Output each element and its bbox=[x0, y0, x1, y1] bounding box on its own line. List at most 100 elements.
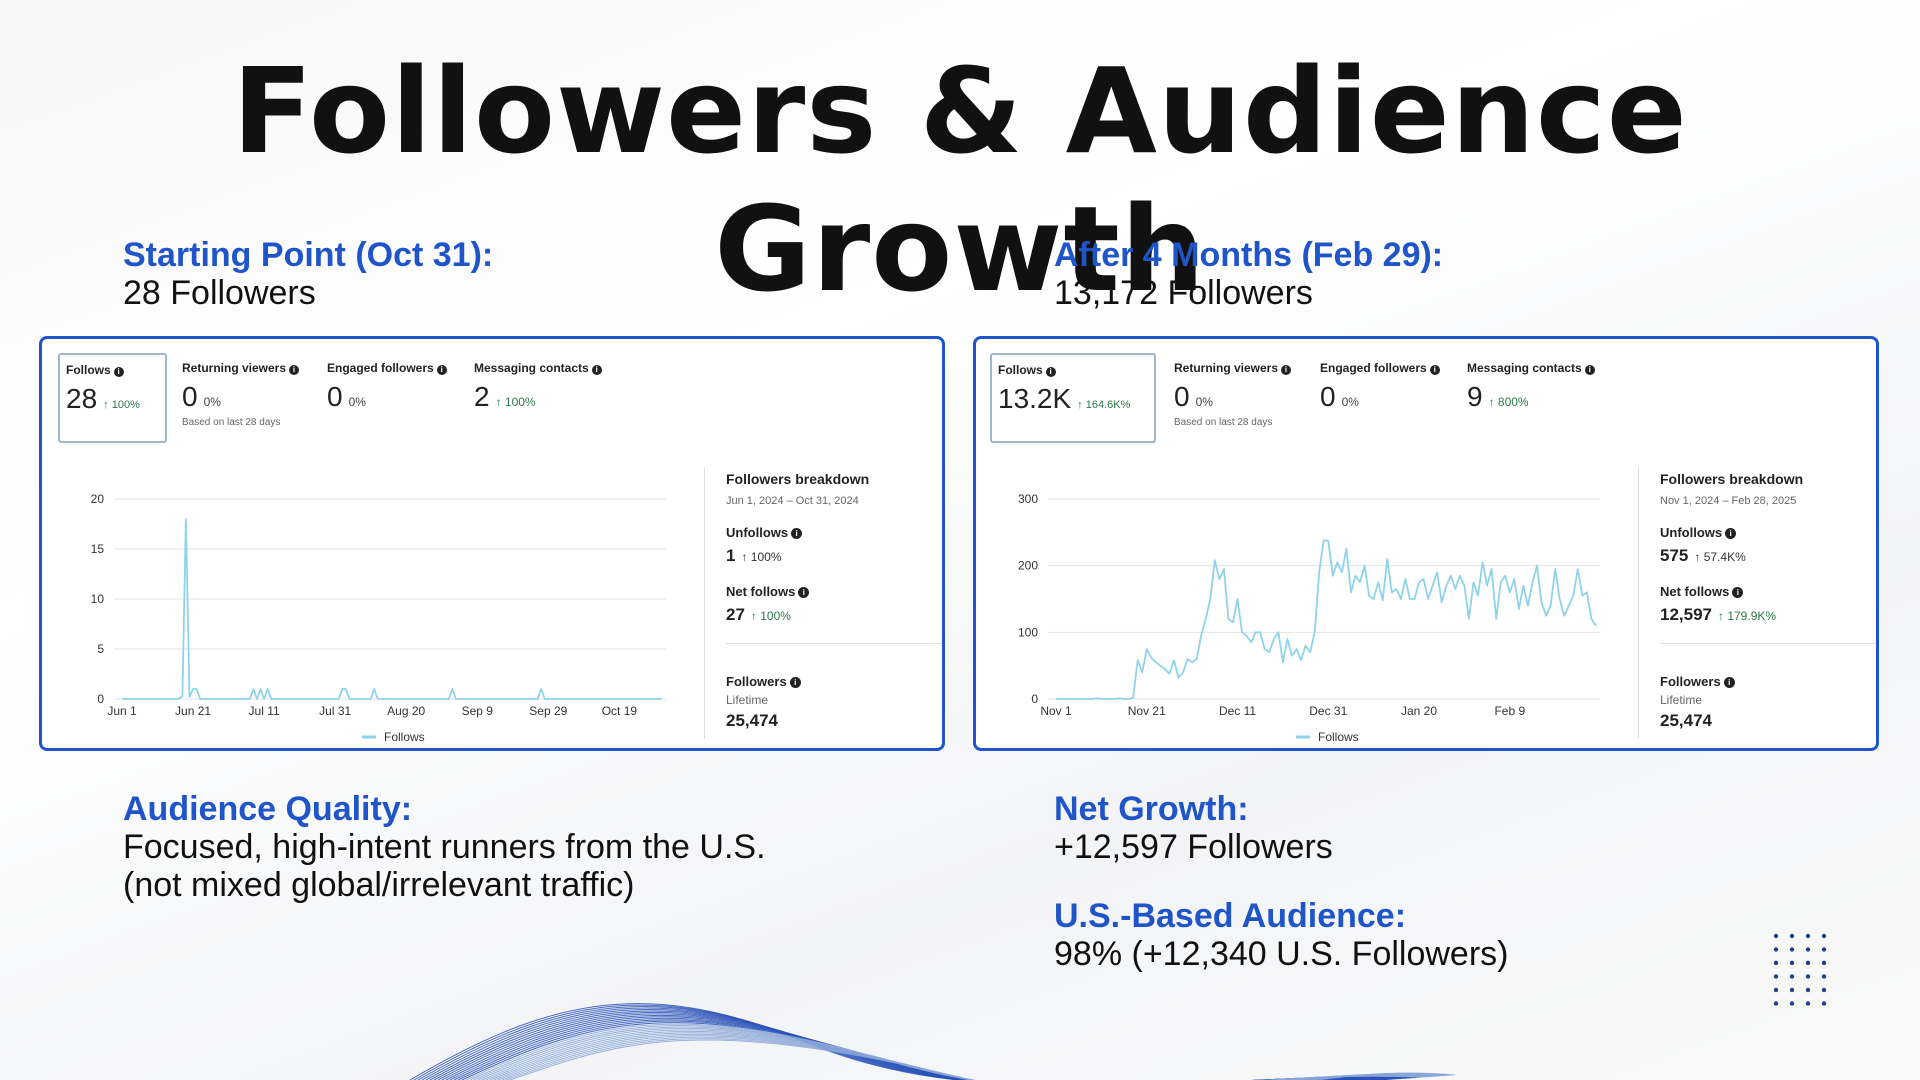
decorative-dot bbox=[1773, 987, 1779, 993]
metric-change: ↑ 800% bbox=[1488, 395, 1529, 409]
info-icon: i bbox=[1281, 365, 1292, 375]
metric-engaged-followers[interactable]: Engaged followers i 0 0% bbox=[1320, 353, 1440, 443]
metric-messaging-contacts[interactable]: Messaging contacts i 9 ↑ 800% bbox=[1467, 353, 1595, 443]
y-tick-label: 100 bbox=[1018, 625, 1038, 639]
decorative-wave-lines bbox=[409, 1003, 1456, 1080]
metric-change: 0% bbox=[1341, 395, 1359, 409]
info-icon: i bbox=[1045, 367, 1056, 377]
decorative-wave bbox=[477, 1027, 1432, 1080]
x-tick-label: Oct 19 bbox=[602, 704, 638, 718]
metric-label: Returning viewers bbox=[1174, 361, 1279, 375]
info-icon: i bbox=[1584, 365, 1595, 375]
starting-point-heading: Starting Point (Oct 31): bbox=[123, 236, 494, 274]
metric-follows[interactable]: Follows i 28 ↑ 100% bbox=[58, 353, 167, 443]
decorative-dot bbox=[1821, 987, 1827, 993]
decorative-dot bbox=[1773, 974, 1779, 979]
metric-change: ↑ 164.6K% bbox=[1077, 399, 1131, 411]
x-tick-label: Jul 11 bbox=[249, 704, 280, 718]
decorative-wave bbox=[473, 1026, 1429, 1080]
decorative-wave bbox=[481, 1029, 1435, 1080]
info-icon: i bbox=[1429, 365, 1440, 375]
info-icon: i bbox=[1723, 677, 1735, 688]
info-icon: i bbox=[113, 367, 124, 377]
y-tick-label: 10 bbox=[91, 592, 105, 606]
audience-quality-line2: (not mixed global/irrelevant traffic) bbox=[123, 866, 635, 904]
metric-value: 9 bbox=[1467, 381, 1483, 412]
metric-value: 13.2K bbox=[998, 383, 1072, 414]
followers-lifetime-label: Lifetime bbox=[1660, 693, 1703, 707]
metric-change: ↑ 100% bbox=[103, 399, 140, 411]
unfollows-value: 575 bbox=[1660, 546, 1689, 565]
x-tick-label: Jun 1 bbox=[107, 704, 137, 718]
x-tick-label: Sep 29 bbox=[529, 704, 567, 718]
us-audience-heading: U.S.-Based Audience: bbox=[1054, 897, 1407, 935]
x-tick-label: Nov 1 bbox=[1040, 704, 1072, 718]
metric-returning-viewers[interactable]: Returning viewers i 0 0% Based on last 28 … bbox=[182, 353, 300, 443]
x-tick-label: Jan 20 bbox=[1401, 704, 1437, 718]
x-tick-label: Jun 21 bbox=[175, 704, 211, 718]
metric-change: 0% bbox=[203, 395, 221, 409]
divider bbox=[1638, 467, 1639, 739]
net-growth-value: +12,597 Followers bbox=[1054, 828, 1333, 866]
after-months-heading: After 4 Months (Feb 29): bbox=[1054, 236, 1444, 274]
unfollows-change: ↑ 100% bbox=[741, 550, 782, 564]
net-follows-value: 27 bbox=[726, 605, 745, 624]
net-follows-change: ↑ 179.9K% bbox=[1718, 609, 1777, 623]
decorative-dot bbox=[1821, 1001, 1827, 1006]
metric-value: 28 bbox=[66, 383, 98, 414]
starting-point-block: Starting Point (Oct 31): 28 Followers bbox=[123, 236, 493, 312]
decorative-dot bbox=[1789, 947, 1795, 952]
insights-panel-after: Follows i 13.2K ↑ 164.6K% Returning viewer… bbox=[973, 336, 1879, 751]
metric-note: Based on last 28 days bbox=[1174, 417, 1273, 428]
followers-label: Followers bbox=[1660, 674, 1721, 689]
page-title: Followers & Audience Growth bbox=[232, 42, 1688, 318]
series-line-follows bbox=[1056, 539, 1597, 700]
net-follows-label: Net follows bbox=[1660, 584, 1730, 599]
follows-line-chart-start: 0 5 10 15 20 Jun 1 Jun 21 Jul 11 Jul 31 Aug 20 Sep… bbox=[91, 492, 666, 744]
legend-label: Follows bbox=[1318, 730, 1359, 744]
metric-value: 0 bbox=[1320, 381, 1336, 412]
metric-value: 0 bbox=[327, 381, 343, 412]
x-tick-label: Aug 20 bbox=[387, 704, 425, 718]
decorative-wave bbox=[465, 1023, 1423, 1080]
legend-label: Follows bbox=[384, 730, 425, 744]
followers-breakdown: Followers breakdown Jun 1, 2024 – Oct 31… bbox=[726, 471, 942, 731]
decorative-dot bbox=[1805, 1001, 1811, 1006]
x-tick-label: Dec 31 bbox=[1309, 704, 1347, 718]
followers-lifetime-value: 25,474 bbox=[726, 711, 778, 730]
series-line-follows bbox=[122, 518, 662, 700]
insights-panel-start: Follows i 28 ↑ 100% Returning viewers i 0 0%… bbox=[39, 336, 945, 751]
net-growth-heading: Net Growth: bbox=[1054, 790, 1249, 828]
metric-engaged-followers[interactable]: Engaged followers i 0 0% bbox=[327, 353, 447, 443]
metric-messaging-contacts[interactable]: Messaging contacts i 2 ↑ 100% bbox=[474, 353, 602, 443]
metric-label: Follows bbox=[998, 363, 1043, 377]
y-tick-label: 200 bbox=[1018, 559, 1038, 573]
decorative-dot bbox=[1805, 974, 1811, 979]
divider bbox=[726, 643, 942, 644]
unfollows-label: Unfollows bbox=[726, 525, 789, 540]
decorative-dot-grid bbox=[1773, 933, 1827, 1006]
decorative-dot bbox=[1773, 960, 1779, 966]
divider bbox=[704, 467, 705, 739]
x-tick-label: Jul 31 bbox=[319, 704, 351, 718]
metric-value: 0 bbox=[1174, 381, 1190, 412]
info-icon: i bbox=[789, 677, 801, 688]
metric-returning-viewers[interactable]: Returning viewers i 0 0% Based on last 28 … bbox=[1174, 353, 1292, 443]
metric-change: 0% bbox=[348, 395, 366, 409]
breakdown-date-range: Nov 1, 2024 – Feb 28, 2025 bbox=[1660, 495, 1797, 507]
us-audience-block: U.S.-Based Audience: 98% (+12,340 U.S. F… bbox=[1054, 897, 1508, 973]
y-tick-label: 0 bbox=[1031, 692, 1038, 706]
follows-line-chart-after: 0 100 200 300 Nov 1 Nov 21 Dec 11 Dec 31 Jan 20 F… bbox=[1018, 492, 1600, 744]
audience-quality-block: Audience Quality: Focused, high-intent r… bbox=[123, 790, 766, 904]
decorative-dot bbox=[1789, 960, 1795, 966]
followers-lifetime-label: Lifetime bbox=[726, 693, 769, 707]
unfollows-label: Unfollows bbox=[1660, 525, 1723, 540]
decorative-wave bbox=[489, 1032, 1441, 1080]
metric-value: 2 bbox=[474, 381, 490, 412]
x-tick-label: Dec 11 bbox=[1219, 704, 1256, 718]
metric-value: 0 bbox=[182, 381, 198, 412]
net-follows-change: ↑ 100% bbox=[750, 609, 791, 623]
metric-follows[interactable]: Follows i 13.2K ↑ 164.6K% bbox=[990, 353, 1156, 443]
audience-quality-heading: Audience Quality: bbox=[123, 790, 413, 828]
decorative-wave bbox=[461, 1022, 1420, 1080]
